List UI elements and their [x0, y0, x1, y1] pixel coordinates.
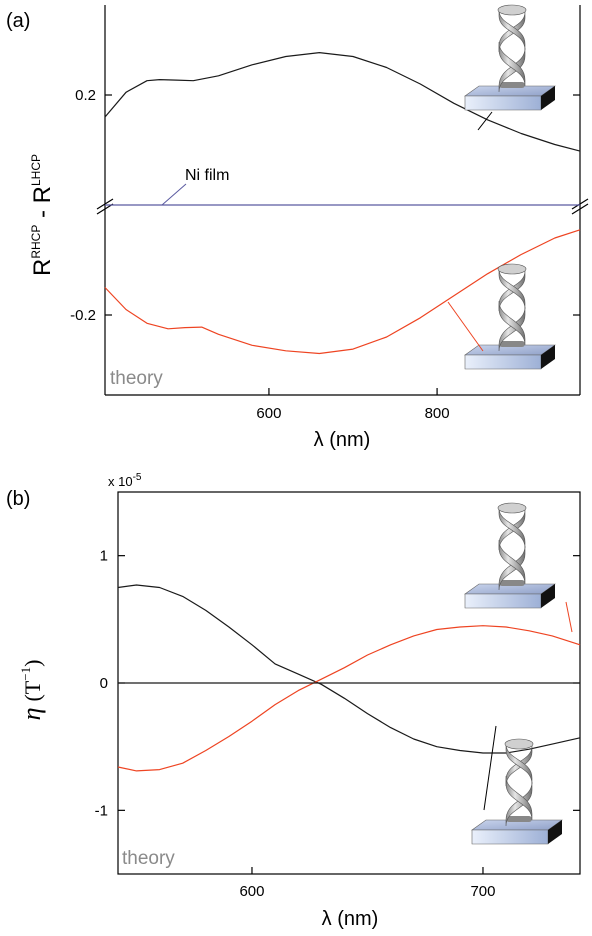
svg-text:η(T−1): η (T−1): [17, 660, 46, 721]
ticks-b: 600 700 1 0 -1: [95, 548, 580, 900]
y-multiplier: x 10-5: [108, 472, 142, 489]
series-a-2: [104, 229, 581, 355]
left-handed-helix-icon: [464, 4, 556, 111]
plot-area-a: [104, 51, 581, 355]
ylabel-b: η (T−1): [17, 660, 46, 721]
panel-label-b: (b): [6, 488, 30, 510]
panel-b: (b) x 10-5 600 700 1 0 -1 theory η (T−1) λ (n…: [6, 472, 581, 930]
ylabel-a-sup1: RHCP: [29, 225, 43, 259]
ylabel-a-base2: R: [29, 186, 56, 203]
ni-film-pointer: [161, 183, 187, 206]
ytick-label-b-1: 0: [100, 675, 108, 692]
helix-pointer-a-red: [447, 301, 484, 352]
xtick-label-a-1: 800: [425, 405, 450, 422]
helix-icon-b-bottom: [471, 738, 563, 845]
ylabel-b-close: ): [20, 660, 45, 667]
ni-film-label: Ni film: [185, 167, 229, 184]
y-multiplier-base: x 10: [108, 474, 133, 489]
ytick-label-b-0: 1: [100, 548, 108, 565]
ytick-label-a-1: -0.2: [70, 307, 96, 324]
helix-pointer-a-black: [477, 111, 493, 131]
xtick-label-a-0: 600: [256, 405, 281, 422]
ytick-label-b-2: -1: [95, 802, 108, 819]
ylabel-a-sup2: LHCP: [29, 154, 43, 186]
axis-break-marks: [96, 198, 589, 215]
series-b-1: [117, 625, 581, 772]
xlabel-a: λ (nm): [314, 429, 371, 451]
svg-text:RRHCP - RLHCP: RRHCP - RLHCP: [29, 154, 56, 276]
ylabel-a: RRHCP - RLHCP: [29, 154, 56, 276]
axes-frame-a: [104, 5, 581, 396]
theory-label-a: theory: [110, 368, 163, 389]
helix-pointer-b-black: [483, 725, 497, 811]
series-a-0: [104, 51, 581, 152]
ylabel-a-base1: R: [29, 259, 56, 276]
panel-label-a: (a): [6, 10, 30, 32]
helix-pointer-b-red: [565, 601, 573, 633]
theory-label-b: theory: [122, 848, 175, 869]
plot-area-b: [117, 584, 581, 772]
xlabel-b: λ (nm): [322, 908, 379, 930]
helix-icon-b-top: [464, 502, 556, 609]
xtick-label-b-0: 600: [239, 883, 264, 900]
ylabel-b-symbol: η: [17, 708, 46, 721]
ylabel-a-minus: -: [29, 203, 56, 224]
series-b-0: [117, 584, 581, 754]
ylabel-b-unit: (T: [20, 680, 45, 701]
xtick-label-b-1: 700: [470, 883, 495, 900]
ytick-label-a-0: 0.2: [75, 87, 96, 104]
ylabel-b-sup: −1: [18, 667, 33, 681]
ticks-a: 600 800 0.2 -0.2: [70, 87, 580, 422]
y-multiplier-exp: -5: [133, 472, 142, 483]
